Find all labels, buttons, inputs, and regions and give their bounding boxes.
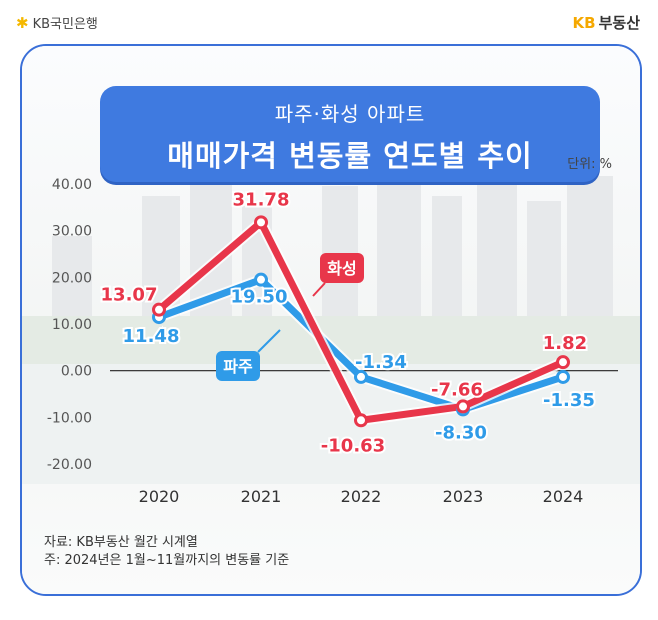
kb-star-icon: ✱ (16, 13, 29, 32)
data-label-paju: -1.34 (355, 352, 407, 373)
data-point-hwaseong (254, 215, 268, 230)
legend-pointer-paju (257, 329, 281, 353)
title-banner: 파주·화성 아파트 매매가격 변동률 연도별 추이 (100, 86, 600, 182)
y-tick-label: 10.00 (52, 317, 92, 333)
brand-name: 부동산 (598, 14, 640, 32)
data-point-hwaseong (456, 399, 470, 414)
data-label-paju: 11.48 (123, 326, 180, 347)
data-point-paju (354, 369, 368, 384)
data-point-hwaseong (354, 413, 368, 428)
data-label-hwaseong: 31.78 (233, 189, 290, 210)
legend-label-hwaseong: 화성 (327, 259, 356, 278)
y-tick-label: 30.00 (52, 224, 92, 240)
data-point-hwaseong (152, 302, 166, 317)
legend-pointer-hwaseong (312, 282, 326, 297)
y-tick-label: -20.00 (47, 457, 92, 473)
legend-label-paju: 파주 (223, 357, 253, 376)
banner-title: 매매가격 변동률 연도별 추이 (167, 139, 533, 173)
data-label-paju: 19.50 (231, 287, 288, 308)
top-bar: ✱ KB국민은행 KB 부동산 (0, 0, 658, 44)
kb-realestate-logo: KB 부동산 (573, 12, 640, 33)
data-point-paju (254, 272, 268, 287)
data-point-hwaseong (556, 355, 570, 370)
y-tick-label: -10.00 (47, 410, 92, 426)
data-label-hwaseong: -10.63 (321, 435, 385, 456)
bank-name: KB국민은행 (32, 17, 98, 32)
data-point-paju (556, 369, 570, 384)
x-tick-label: 2024 (543, 487, 584, 506)
source-notes: 자료: KB부동산 월간 시계열 주: 2024년은 1월~11월까지의 변동률… (44, 534, 289, 570)
y-tick-label: 40.00 (52, 177, 92, 193)
x-tick-label: 2020 (139, 487, 180, 506)
x-tick-label: 2021 (241, 487, 282, 506)
kb-bank-logo: ✱ KB국민은행 (16, 13, 98, 33)
legend-tag-paju (216, 351, 260, 381)
brand-kb: KB (572, 14, 596, 32)
banner-subtitle: 파주·화성 아파트 (274, 102, 426, 126)
source-text: 자료: KB부동산 월간 시계열 (44, 535, 198, 550)
unit-label: 단위: % (567, 157, 612, 172)
y-tick-label: 20.00 (52, 270, 92, 286)
legend-tag-hwaseong (320, 253, 364, 283)
note-text: 주: 2024년은 1월~11월까지의 변동률 기준 (44, 553, 290, 568)
data-label-hwaseong: 13.07 (101, 285, 158, 306)
x-tick-label: 2022 (341, 487, 382, 506)
data-label-hwaseong: -7.66 (431, 379, 483, 400)
data-label-paju: -1.35 (543, 390, 595, 411)
chart-card: 파주·화성 아파트 매매가격 변동률 연도별 추이 (20, 44, 642, 596)
y-tick-label: 0.00 (61, 364, 92, 380)
x-tick-label: 2023 (443, 487, 484, 506)
data-label-hwaseong: 1.82 (543, 333, 587, 354)
data-label-paju: -8.30 (435, 422, 487, 443)
